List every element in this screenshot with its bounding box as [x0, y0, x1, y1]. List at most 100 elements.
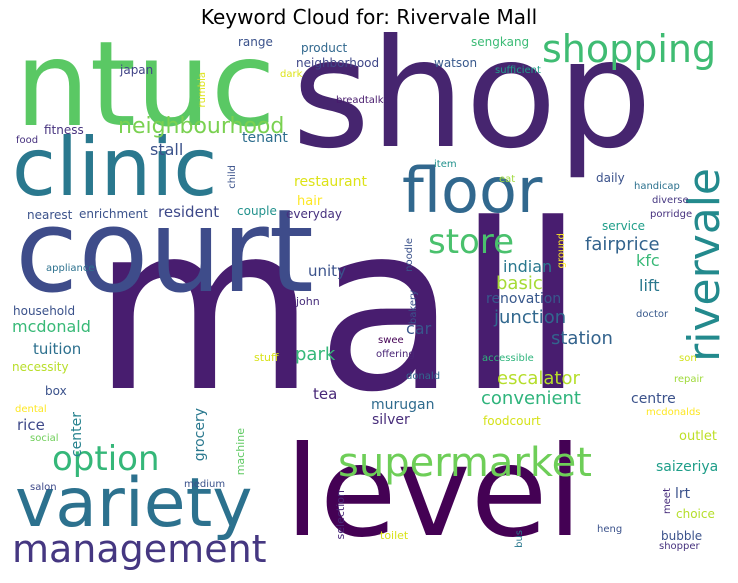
- word-box: box: [45, 384, 67, 398]
- word-park: park: [295, 344, 336, 365]
- word-management: management: [12, 527, 267, 571]
- word-store: store: [428, 222, 514, 262]
- word-ntuc: ntuc: [15, 15, 276, 153]
- word-mcdonalds: mcdonalds: [646, 407, 701, 418]
- word-rice: rice: [17, 416, 45, 434]
- word-bus: bus: [514, 530, 525, 548]
- word-lift: lift: [639, 276, 660, 295]
- word-choice: choice: [676, 507, 715, 521]
- word-toilet: toilet: [380, 529, 409, 542]
- word-centre: centre: [631, 391, 676, 407]
- word-murugan: murugan: [371, 397, 435, 413]
- word-hair: hair: [297, 194, 323, 209]
- word-outlet: outlet: [679, 429, 717, 444]
- word-enrichment: enrichment: [79, 207, 148, 221]
- word-rumbia: rumbia: [197, 72, 208, 108]
- word-ground: ground: [556, 233, 567, 269]
- word-rivervale: rivervale: [679, 168, 730, 362]
- word-renovation: renovation: [486, 291, 562, 307]
- word-meet: meet: [662, 488, 673, 514]
- word-saizeriya: saizeriya: [656, 459, 719, 475]
- word-food: food: [16, 135, 39, 146]
- word-eat: eat: [499, 174, 516, 185]
- word-heng: heng: [597, 524, 623, 535]
- word-sengkang: sengkang: [471, 35, 530, 49]
- word-son: son: [679, 353, 697, 364]
- word-watson: watson: [434, 56, 478, 70]
- word-nearest: nearest: [27, 208, 73, 222]
- word-dental: dental: [15, 404, 47, 415]
- word-japan: japan: [120, 63, 154, 77]
- word-mall: mall: [92, 176, 585, 443]
- word-tenant: tenant: [242, 130, 288, 146]
- word-machine: machine: [234, 428, 247, 476]
- word-necessity: necessity: [12, 360, 69, 374]
- word-salon: salon: [30, 482, 57, 493]
- word-sufficient: sufficient: [495, 65, 541, 76]
- word-bakery: bakery: [408, 290, 419, 325]
- word-noodle: noodle: [404, 238, 415, 272]
- word-grocery: grocery: [192, 408, 208, 462]
- word-donald: donald: [406, 371, 441, 382]
- word-option: option: [52, 439, 160, 479]
- word-junction: junction: [494, 307, 567, 328]
- word-variety: variety: [15, 464, 253, 543]
- word-couple: couple: [237, 204, 277, 218]
- word-repair: repair: [674, 374, 704, 385]
- word-child: child: [227, 165, 238, 189]
- word-dark: dark: [280, 69, 303, 80]
- word-silver: silver: [372, 412, 410, 428]
- word-range: range: [238, 35, 273, 49]
- word-bubble: bubble: [661, 529, 703, 543]
- word-convenient: convenient: [481, 388, 581, 409]
- word-medium: medium: [184, 479, 226, 490]
- word-shop: shop: [292, 8, 653, 182]
- word-fitness: fitness: [44, 123, 84, 137]
- word-breadtalk: breadtalk: [336, 95, 384, 106]
- word-court: court: [15, 185, 314, 319]
- word-appliance: appliance: [46, 263, 95, 274]
- word-neighborhood: neighborhood: [296, 56, 380, 70]
- word-diverse: diverse: [652, 195, 689, 206]
- word-everyday: everyday: [286, 207, 342, 221]
- word-unity: unity: [308, 262, 346, 280]
- word-indian: indian: [503, 257, 553, 276]
- chart-title: Keyword Cloud for: Rivervale Mall: [200, 5, 538, 29]
- word-handicap: handicap: [634, 181, 680, 192]
- word-neighbourhood: neighbourhood: [118, 114, 285, 139]
- word-level: level: [285, 420, 583, 565]
- word-basic: basic: [496, 273, 543, 294]
- word-tuition: tuition: [33, 340, 82, 358]
- word-mcdonald: mcdonald: [12, 317, 91, 336]
- word-supermarket: supermarket: [338, 440, 592, 486]
- word-kfc: kfc: [636, 251, 660, 270]
- word-john: john: [296, 295, 320, 308]
- word-escalator: escalator: [497, 368, 580, 389]
- word-station: station: [551, 328, 613, 349]
- word-restaurant: restaurant: [294, 174, 367, 190]
- word-porridge: porridge: [650, 209, 693, 220]
- word-tea: tea: [313, 385, 338, 403]
- word-selection: selection: [334, 490, 347, 540]
- word-product: product: [301, 41, 348, 55]
- word-lrt: lrt: [675, 486, 691, 502]
- word-foodcourt: foodcourt: [483, 414, 541, 428]
- word-service: service: [602, 219, 645, 233]
- word-household: household: [13, 304, 76, 318]
- word-accessible: accessible: [482, 353, 534, 364]
- word-center: center: [69, 412, 85, 458]
- word-swee: swee: [378, 335, 404, 346]
- word-floor: floor: [402, 154, 543, 227]
- word-shopper: shopper: [659, 541, 700, 552]
- word-clinic: clinic: [12, 121, 218, 214]
- word-shopping: shopping: [542, 27, 717, 71]
- word-doctor: doctor: [636, 309, 669, 320]
- word-daily: daily: [596, 171, 625, 185]
- word-item: item: [434, 159, 457, 170]
- word-car: car: [406, 319, 432, 338]
- word-social: social: [30, 433, 59, 444]
- word-fairprice: fairprice: [585, 234, 660, 255]
- word-offering: offering: [376, 349, 415, 360]
- word-resident: resident: [158, 203, 220, 221]
